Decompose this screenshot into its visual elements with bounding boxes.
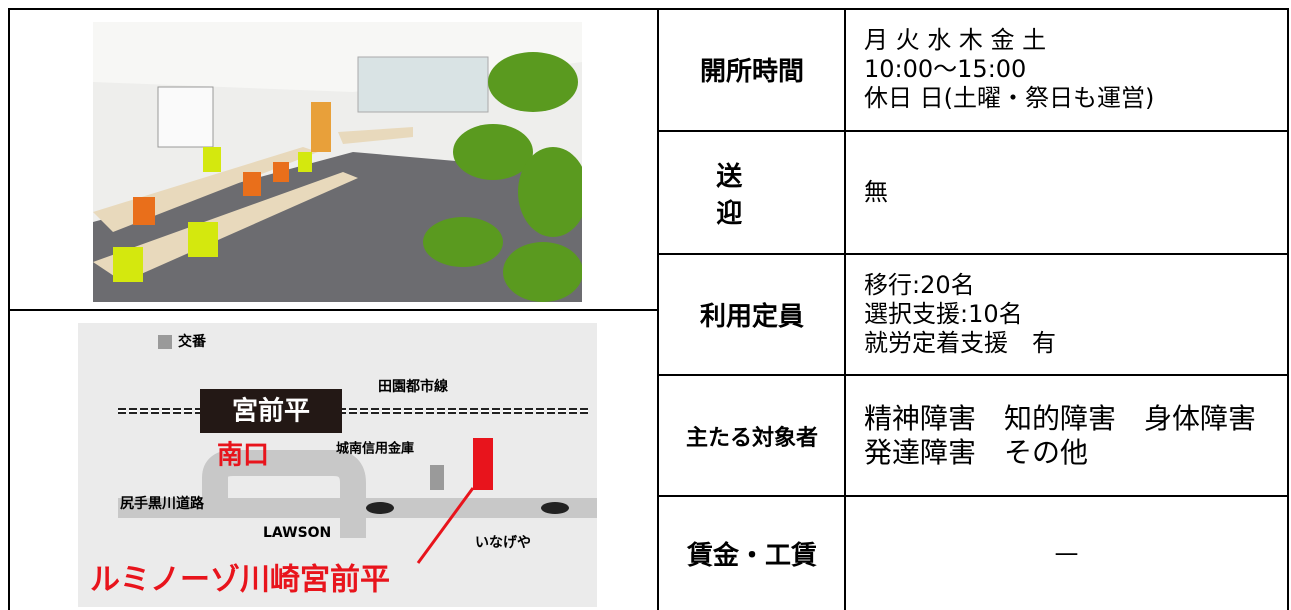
map-label: 南口 [217, 441, 269, 471]
value-line: 就労定着支援 有 [864, 328, 1056, 357]
border [658, 495, 1289, 497]
value-line: — [1054, 538, 1079, 567]
row-label: 賃金・工賃 [686, 540, 817, 571]
row-value: 無 [846, 131, 1287, 254]
value-line: 月 火 水 木 金 土 [864, 26, 1047, 55]
map-label: 宮前平 [232, 396, 310, 427]
border [8, 8, 1289, 10]
row-value: 月 火 水 木 金 土 10:00〜15:00 休日 日(土曜・祭日も運営) [846, 8, 1287, 131]
border [658, 130, 1289, 132]
value-line: 発達障害 その他 [864, 435, 1089, 469]
value-line: 休日 日(土曜・祭日も運営) [864, 83, 1155, 112]
map-label: 尻手黒川道路 [120, 495, 205, 512]
border [8, 309, 658, 311]
value-line: 精神障害 知的障害 身体障害 [864, 401, 1257, 435]
row-label: 送迎 [716, 161, 800, 229]
border [657, 8, 659, 610]
row-label: 主たる対象者 [685, 425, 818, 451]
row-value: 精神障害 知的障害 身体障害 発達障害 その他 [846, 375, 1287, 496]
border [658, 253, 1289, 255]
border [658, 374, 1289, 376]
value-line: 選択支援:10名 [864, 300, 1023, 329]
map-title: ルミノーゾ川崎宮前平 [90, 563, 390, 598]
map-label: 田園都市線 [378, 378, 448, 395]
access-map: 交番 田園都市線 宮前平 南口 城南信用金庫 尻手黒川道路 LAWSON いなげ… [78, 323, 597, 607]
border [1287, 8, 1289, 610]
map-label: 城南信用金庫 [336, 441, 414, 457]
map-label: LAWSON [263, 525, 331, 541]
row-label: 利用定員 [699, 302, 804, 332]
office-photo [93, 22, 582, 302]
border [844, 8, 846, 610]
row-value: — [846, 496, 1287, 610]
map-label: 交番 [178, 333, 207, 350]
value-line: 10:00〜15:00 [864, 55, 1027, 84]
value-line: 移行:20名 [864, 271, 975, 300]
map-label: いなげや [475, 535, 531, 551]
row-value: 移行:20名 選択支援:10名 就労定着支援 有 [846, 254, 1287, 375]
row-label: 開所時間 [699, 57, 804, 87]
value-line: 無 [864, 178, 888, 207]
